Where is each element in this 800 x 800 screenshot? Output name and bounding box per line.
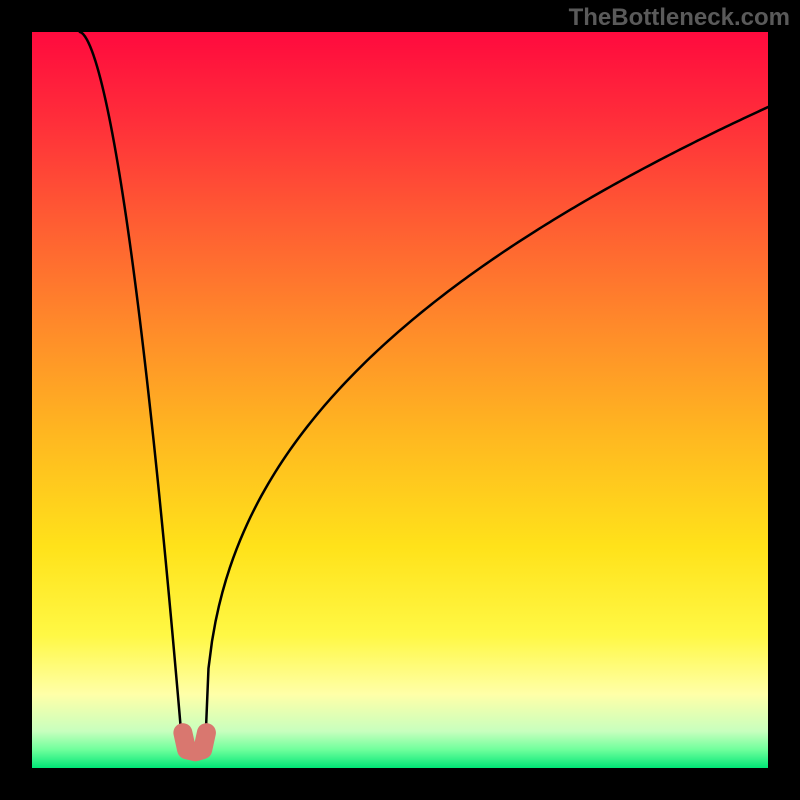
bottleneck-curve [80,32,768,753]
watermark-text: TheBottleneck.com [569,4,790,32]
curve-layer [32,32,768,768]
chart-stage: TheBottleneck.com [0,0,800,800]
plot-area [32,32,768,768]
trough-marker [183,733,207,752]
